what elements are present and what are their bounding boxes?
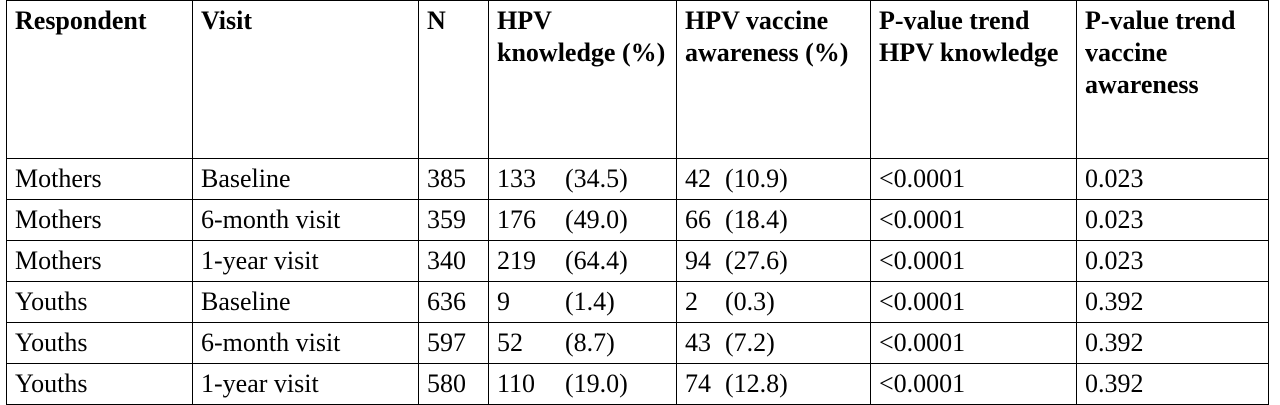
table-body: Mothers Baseline 385 133 (34.5) 42 (10.9) <0.00… — [6, 158, 1269, 405]
header-p-value-knowledge: P-value trend HPV knowledge — [870, 0, 1077, 159]
cell-hpv-knowledge: 219 (64.4) — [488, 240, 677, 282]
data-table: Respondent Visit N HPV knowledge (%) HPV… — [6, 0, 1269, 405]
cell-visit: 1-year visit — [192, 363, 419, 405]
cell-hpv-vaccine-awareness: 43 (7.2) — [676, 322, 871, 364]
cell-n: 580 — [418, 363, 489, 405]
table-header: Respondent Visit N HPV knowledge (%) HPV… — [6, 0, 1269, 159]
table-row: Youths 1-year visit 580 110 (19.0) 74 (12.8) <0… — [6, 363, 1269, 405]
awareness-percent: (12.8) — [725, 369, 788, 398]
cell-p-value-knowledge: <0.0001 — [870, 322, 1077, 364]
cell-hpv-knowledge: 52 (8.7) — [488, 322, 677, 364]
header-n: N — [418, 0, 489, 159]
knowledge-percent: (1.4) — [565, 287, 615, 316]
cell-p-value-knowledge: <0.0001 — [870, 240, 1077, 282]
cell-p-value-knowledge: <0.0001 — [870, 363, 1077, 405]
cell-n: 359 — [418, 199, 489, 241]
table-row: Mothers 1-year visit 340 219 (64.4) 94 (27.6) <… — [6, 240, 1269, 282]
awareness-count: 74 — [685, 369, 711, 398]
table-row: Mothers 6-month visit 359 176 (49.0) 66 (18.4)… — [6, 199, 1269, 241]
awareness-percent: (27.6) — [725, 246, 788, 275]
table-row: Youths Baseline 636 9 (1.4) 2 (0.3) <0.0001 0.39… — [6, 281, 1269, 323]
cell-p-value-knowledge: <0.0001 — [870, 281, 1077, 323]
cell-respondent: Mothers — [6, 240, 193, 282]
awareness-percent: (7.2) — [725, 328, 775, 357]
cell-respondent: Youths — [6, 281, 193, 323]
awareness-percent: (18.4) — [725, 205, 788, 234]
knowledge-percent: (64.4) — [565, 246, 628, 275]
cell-p-value-knowledge: <0.0001 — [870, 199, 1077, 241]
cell-hpv-vaccine-awareness: 2 (0.3) — [676, 281, 871, 323]
header-visit: Visit — [192, 0, 419, 159]
awareness-count: 2 — [685, 287, 698, 316]
cell-p-value-knowledge: <0.0001 — [870, 158, 1077, 200]
knowledge-count: 219 — [497, 246, 536, 275]
knowledge-count: 176 — [497, 205, 536, 234]
knowledge-percent: (8.7) — [565, 328, 615, 357]
cell-p-value-awareness: 0.392 — [1076, 363, 1269, 405]
header-row: Respondent Visit N HPV knowledge (%) HPV… — [6, 0, 1269, 159]
header-p-value-awareness: P-value trend vaccine awareness — [1076, 0, 1269, 159]
cell-p-value-awareness: 0.023 — [1076, 199, 1269, 241]
cell-p-value-awareness: 0.023 — [1076, 240, 1269, 282]
cell-visit: 1-year visit — [192, 240, 419, 282]
cell-hpv-knowledge: 176 (49.0) — [488, 199, 677, 241]
knowledge-count: 52 — [497, 328, 523, 357]
knowledge-percent: (19.0) — [565, 369, 628, 398]
cell-hpv-vaccine-awareness: 74 (12.8) — [676, 363, 871, 405]
cell-respondent: Youths — [6, 322, 193, 364]
cell-visit: Baseline — [192, 158, 419, 200]
header-respondent: Respondent — [6, 0, 193, 159]
awareness-percent: (10.9) — [725, 164, 788, 193]
awareness-count: 66 — [685, 205, 711, 234]
cell-hpv-vaccine-awareness: 94 (27.6) — [676, 240, 871, 282]
cell-n: 340 — [418, 240, 489, 282]
cell-p-value-awareness: 0.392 — [1076, 322, 1269, 364]
knowledge-count: 133 — [497, 164, 536, 193]
header-hpv-knowledge: HPV knowledge (%) — [488, 0, 677, 159]
cell-p-value-awareness: 0.392 — [1076, 281, 1269, 323]
cell-visit: 6-month visit — [192, 199, 419, 241]
cell-n: 385 — [418, 158, 489, 200]
awareness-percent: (0.3) — [725, 287, 775, 316]
knowledge-percent: (49.0) — [565, 205, 628, 234]
cell-hpv-knowledge: 9 (1.4) — [488, 281, 677, 323]
knowledge-count: 9 — [497, 287, 510, 316]
table-row: Youths 6-month visit 597 52 (8.7) 43 (7.2) <0.0… — [6, 322, 1269, 364]
cell-p-value-awareness: 0.023 — [1076, 158, 1269, 200]
cell-visit: Baseline — [192, 281, 419, 323]
cell-respondent: Mothers — [6, 158, 193, 200]
cell-respondent: Mothers — [6, 199, 193, 241]
knowledge-percent: (34.5) — [565, 164, 628, 193]
cell-n: 636 — [418, 281, 489, 323]
cell-visit: 6-month visit — [192, 322, 419, 364]
cell-hpv-knowledge: 133 (34.5) — [488, 158, 677, 200]
table-row: Mothers Baseline 385 133 (34.5) 42 (10.9) <0.00… — [6, 158, 1269, 200]
awareness-count: 94 — [685, 246, 711, 275]
cell-hpv-vaccine-awareness: 42 (10.9) — [676, 158, 871, 200]
cell-hpv-knowledge: 110 (19.0) — [488, 363, 677, 405]
cell-hpv-vaccine-awareness: 66 (18.4) — [676, 199, 871, 241]
knowledge-count: 110 — [497, 369, 536, 398]
cell-respondent: Youths — [6, 363, 193, 405]
awareness-count: 42 — [685, 164, 711, 193]
header-hpv-vaccine-awareness: HPV vaccine awareness (%) — [676, 0, 871, 159]
awareness-count: 43 — [685, 328, 711, 357]
cell-n: 597 — [418, 322, 489, 364]
